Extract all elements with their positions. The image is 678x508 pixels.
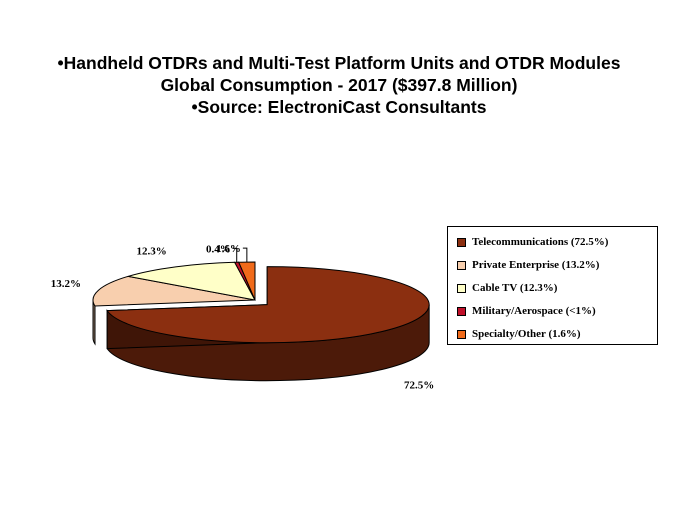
legend-label-1: Private Enterprise (13.2%) bbox=[472, 259, 600, 271]
pie-side-1 bbox=[92, 299, 96, 346]
title-line-1: •Handheld OTDRs and Multi-Test Platform … bbox=[57, 53, 621, 73]
data-label-0: 72.5% bbox=[404, 379, 434, 391]
legend-item-2: Cable TV (12.3%) bbox=[457, 280, 557, 296]
chart-title: •Handheld OTDRs and Multi-Test Platform … bbox=[0, 52, 678, 118]
leader-line-4 bbox=[242, 247, 248, 263]
legend-label-3: Military/Aerospace (<1%) bbox=[472, 305, 596, 317]
pie-slice-4 bbox=[237, 261, 256, 301]
pie-slice-1 bbox=[92, 275, 256, 307]
legend-label-2: Cable TV (12.3%) bbox=[472, 282, 558, 294]
legend-swatch-1 bbox=[457, 260, 466, 270]
pie-slice-2 bbox=[128, 261, 256, 301]
legend-label-4: Specialty/Other (1.6%) bbox=[472, 328, 581, 340]
title-line-2: Global Consumption - 2017 ($397.8 Millio… bbox=[160, 75, 518, 95]
data-label-2: 12.3% bbox=[137, 246, 167, 258]
data-label-3: 0.4% bbox=[206, 243, 231, 255]
legend-item-3: Military/Aerospace (<1%) bbox=[457, 303, 596, 319]
legend-label-0: Telecommunications (72.5%) bbox=[472, 236, 609, 248]
legend-swatch-0 bbox=[457, 237, 466, 247]
legend-item-1: Private Enterprise (13.2%) bbox=[457, 257, 599, 273]
data-label-1: 13.2% bbox=[51, 278, 81, 290]
chart-legend: Telecommunications (72.5%) Private Enterp… bbox=[447, 226, 658, 345]
legend-swatch-2 bbox=[457, 283, 466, 293]
leader-line-3 bbox=[232, 247, 238, 263]
legend-swatch-3 bbox=[457, 306, 466, 316]
data-label-4: 1.6% bbox=[216, 243, 241, 255]
pie-slice-0 bbox=[106, 266, 430, 344]
legend-swatch-4 bbox=[457, 329, 466, 339]
legend-item-0: Telecommunications (72.5%) bbox=[457, 234, 608, 250]
legend-item-4: Specialty/Other (1.6%) bbox=[457, 326, 581, 342]
title-line-3: •Source: ElectroniCast Consultants bbox=[191, 97, 487, 117]
